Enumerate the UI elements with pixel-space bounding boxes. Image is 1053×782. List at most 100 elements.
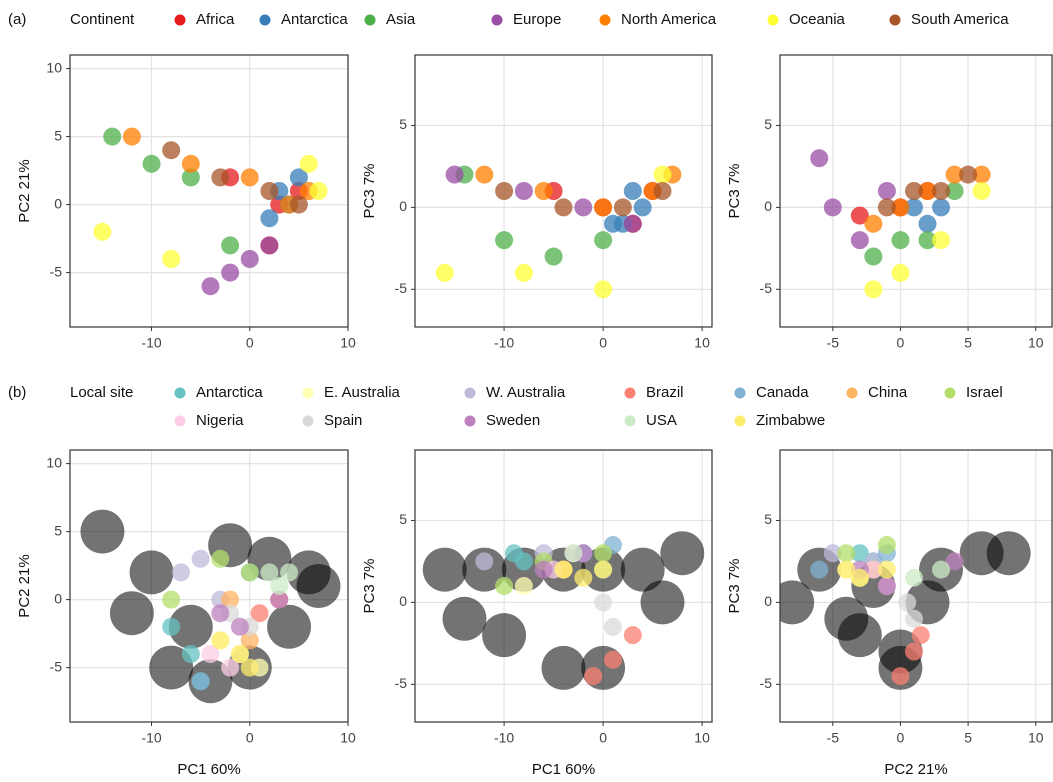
legend-swatch	[734, 387, 746, 399]
y-tick-label: -5	[760, 675, 773, 691]
point	[80, 509, 125, 554]
legend-label: Antarctica	[196, 384, 263, 401]
legend-label: Spain	[324, 412, 362, 429]
point	[918, 214, 937, 233]
y-tick-label: 5	[764, 116, 772, 132]
legend-swatch	[464, 387, 476, 399]
legend-swatch	[599, 14, 611, 26]
point	[877, 198, 896, 217]
legend-swatch	[767, 14, 779, 26]
point	[422, 547, 467, 592]
point	[810, 149, 829, 168]
point	[945, 165, 964, 184]
point	[495, 231, 514, 250]
legend-swatch	[302, 387, 314, 399]
point	[594, 198, 613, 217]
plot-border	[779, 54, 1053, 328]
point	[247, 536, 292, 581]
points	[435, 165, 682, 299]
panel: -10 0 10 -5 0 5 10 PC2 21%	[16, 54, 356, 351]
x-axis-title: PC2 21%	[884, 761, 947, 778]
point	[972, 182, 991, 200]
point	[296, 564, 341, 608]
point	[810, 560, 829, 579]
y-tick-label: 10	[46, 59, 62, 75]
points	[93, 127, 328, 296]
x-tick-label: -10	[141, 730, 161, 746]
point	[554, 198, 573, 217]
point	[482, 613, 527, 658]
x-tick-label: 0	[246, 335, 254, 351]
legend-swatch	[174, 387, 186, 399]
point	[877, 536, 896, 555]
point	[623, 182, 642, 200]
point	[172, 563, 191, 582]
point	[824, 596, 869, 641]
point	[534, 182, 553, 200]
point	[918, 231, 937, 250]
x-tick-label: 10	[340, 335, 356, 351]
panel-label: (b)	[8, 384, 26, 401]
point	[850, 544, 869, 563]
y-tick-label: 10	[46, 454, 62, 470]
legend-swatch	[364, 14, 376, 26]
legend-label: China	[868, 384, 908, 401]
legend-label: North America	[621, 11, 717, 28]
point	[544, 247, 563, 266]
point	[514, 552, 533, 571]
point	[904, 642, 923, 661]
legend-label: E. Australia	[324, 384, 401, 401]
y-tick-label: 0	[399, 593, 407, 609]
point	[959, 165, 978, 184]
x-tick-label: -10	[494, 335, 514, 351]
point	[109, 591, 154, 636]
legend-label: Nigeria	[196, 412, 244, 429]
legend-swatch	[491, 14, 503, 26]
points	[422, 531, 705, 690]
panel: -5 0 5 10 -5 0 5 PC3 7% PC2 21%	[726, 449, 1053, 778]
x-tick-label: -10	[494, 730, 514, 746]
panel: -10 0 10 -5 0 5 10 PC2 21% PC1 60%	[16, 449, 356, 778]
point	[864, 280, 883, 299]
y-tick-label: 0	[764, 593, 772, 609]
point	[891, 231, 910, 250]
x-tick-label: 0	[246, 730, 254, 746]
point	[514, 577, 533, 595]
point	[594, 231, 613, 250]
point	[289, 168, 308, 187]
point	[103, 127, 122, 146]
point	[162, 590, 181, 609]
y-tick-label: -5	[395, 675, 408, 691]
plot-border	[414, 54, 713, 328]
x-tick-label: 0	[897, 730, 905, 746]
point	[594, 593, 613, 612]
point	[945, 182, 964, 200]
legend-swatch	[944, 387, 956, 399]
point	[149, 645, 194, 690]
x-tick-label: 0	[897, 335, 905, 351]
panel: -5 0 5 10 -5 0 5 PC3 7%	[726, 54, 1053, 351]
point	[142, 154, 161, 173]
point	[475, 165, 494, 184]
point	[633, 198, 652, 217]
x-tick-label: 10	[1028, 335, 1044, 351]
point	[986, 531, 1031, 576]
point	[221, 590, 240, 609]
legend-label: Brazil	[646, 384, 684, 401]
x-tick-label: 5	[964, 335, 972, 351]
point	[230, 617, 249, 636]
point	[780, 580, 815, 625]
point	[877, 577, 896, 595]
panel-label: (a)	[8, 11, 26, 28]
legend-label: Asia	[386, 11, 416, 28]
y-tick-label: 0	[399, 198, 407, 214]
y-axis-title: PC3 7%	[726, 163, 743, 218]
point	[653, 165, 672, 184]
points	[780, 531, 1031, 690]
legend-label: Zimbabwe	[756, 412, 825, 429]
x-tick-label: 10	[694, 335, 710, 351]
point	[129, 550, 174, 595]
point	[221, 263, 240, 282]
legend-swatch	[624, 415, 636, 427]
y-tick-label: 0	[764, 198, 772, 214]
